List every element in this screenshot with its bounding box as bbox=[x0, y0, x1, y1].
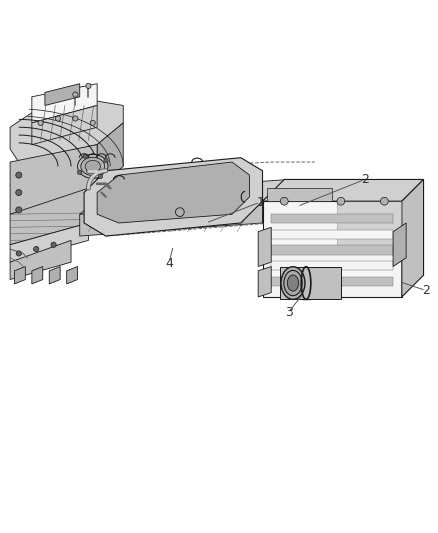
Ellipse shape bbox=[284, 270, 302, 296]
Polygon shape bbox=[10, 101, 123, 162]
Polygon shape bbox=[14, 266, 25, 284]
Polygon shape bbox=[84, 158, 262, 236]
Circle shape bbox=[16, 251, 21, 256]
Polygon shape bbox=[393, 223, 406, 266]
Circle shape bbox=[78, 170, 82, 174]
Polygon shape bbox=[271, 214, 393, 223]
Text: 3: 3 bbox=[285, 306, 293, 319]
Polygon shape bbox=[97, 162, 250, 223]
Circle shape bbox=[176, 208, 184, 216]
Polygon shape bbox=[262, 180, 424, 201]
Text: 4: 4 bbox=[165, 256, 173, 270]
Polygon shape bbox=[10, 144, 97, 214]
Polygon shape bbox=[267, 188, 332, 201]
Ellipse shape bbox=[123, 213, 141, 224]
Polygon shape bbox=[271, 245, 393, 255]
Circle shape bbox=[98, 174, 102, 179]
Circle shape bbox=[51, 242, 56, 247]
Ellipse shape bbox=[85, 160, 100, 173]
Circle shape bbox=[73, 92, 78, 97]
Polygon shape bbox=[336, 201, 402, 249]
Polygon shape bbox=[258, 266, 271, 297]
Circle shape bbox=[16, 189, 22, 196]
Polygon shape bbox=[271, 230, 393, 239]
Circle shape bbox=[104, 158, 108, 163]
Polygon shape bbox=[80, 201, 262, 236]
Polygon shape bbox=[10, 240, 71, 279]
Polygon shape bbox=[32, 84, 97, 123]
Circle shape bbox=[83, 154, 87, 158]
Polygon shape bbox=[280, 266, 341, 299]
Text: 2: 2 bbox=[422, 284, 430, 297]
Text: 1: 1 bbox=[256, 196, 264, 208]
Circle shape bbox=[73, 116, 78, 121]
Circle shape bbox=[34, 246, 39, 252]
Polygon shape bbox=[262, 180, 289, 223]
Text: 2: 2 bbox=[361, 173, 369, 186]
Circle shape bbox=[16, 207, 22, 213]
Circle shape bbox=[337, 197, 345, 205]
Polygon shape bbox=[10, 188, 88, 245]
Circle shape bbox=[38, 120, 43, 125]
Ellipse shape bbox=[210, 205, 228, 215]
Polygon shape bbox=[271, 261, 393, 270]
Polygon shape bbox=[258, 228, 271, 266]
Polygon shape bbox=[97, 123, 123, 188]
Polygon shape bbox=[10, 223, 88, 262]
Circle shape bbox=[280, 197, 288, 205]
Ellipse shape bbox=[78, 155, 108, 179]
Polygon shape bbox=[262, 201, 402, 297]
Polygon shape bbox=[32, 106, 97, 144]
Polygon shape bbox=[80, 180, 289, 214]
Circle shape bbox=[381, 197, 389, 205]
Circle shape bbox=[16, 172, 22, 178]
Circle shape bbox=[86, 83, 91, 88]
Ellipse shape bbox=[287, 275, 299, 291]
Polygon shape bbox=[45, 84, 80, 106]
Polygon shape bbox=[49, 266, 60, 284]
Ellipse shape bbox=[81, 157, 105, 175]
Polygon shape bbox=[32, 266, 43, 284]
Ellipse shape bbox=[281, 266, 305, 300]
Circle shape bbox=[90, 120, 95, 125]
Polygon shape bbox=[402, 180, 424, 297]
Polygon shape bbox=[271, 277, 393, 286]
Circle shape bbox=[55, 116, 60, 121]
Polygon shape bbox=[67, 266, 78, 284]
